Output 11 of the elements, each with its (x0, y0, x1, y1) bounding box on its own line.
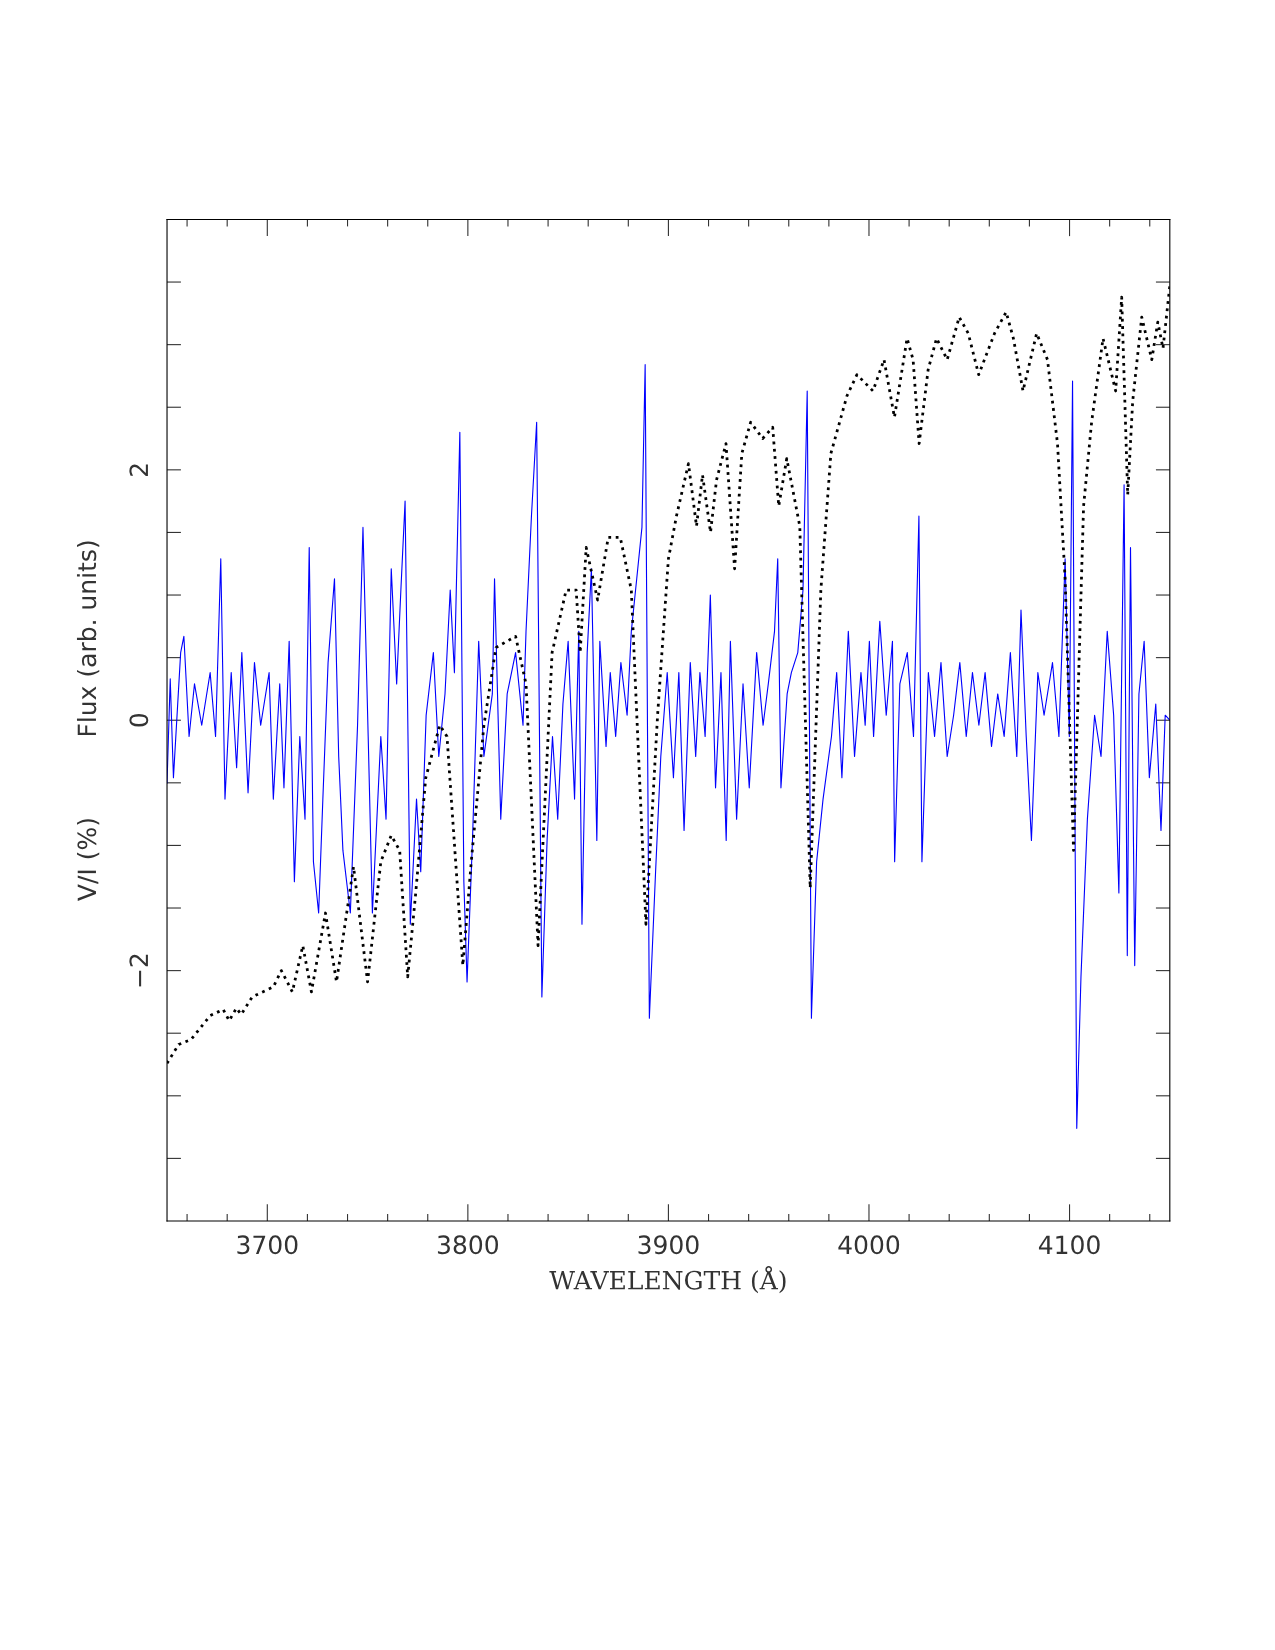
y-tick-label: 2 (129, 464, 148, 476)
x-axis-title: WAVELENGTH (Å) (549, 1266, 786, 1294)
x-tick-label: 4000 (838, 1235, 900, 1255)
y-axis-title: V/I (%) Flux (arb. units) (76, 541, 100, 901)
y-tick-label: −2 (129, 954, 148, 987)
x-tick-label: 4100 (1038, 1235, 1100, 1255)
x-tick-label: 3900 (638, 1235, 699, 1255)
x-tick-label: 3800 (437, 1235, 499, 1255)
line-series (167, 364, 1170, 1129)
x-tick-label: 3700 (237, 1235, 298, 1255)
y-tick-label: 0 (129, 713, 149, 727)
